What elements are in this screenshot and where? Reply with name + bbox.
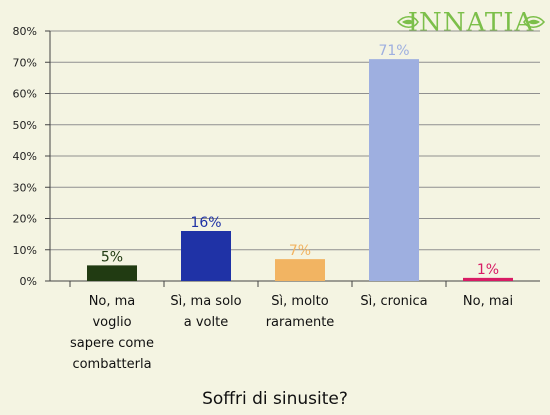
bar: [87, 265, 137, 281]
x-tick-label: No, ma voglio sapere come combatterla: [70, 294, 154, 372]
y-tick-label: 0%: [20, 275, 37, 288]
value-label: 7%: [289, 243, 311, 259]
value-label: 1%: [477, 262, 499, 278]
y-tick-label: 40%: [13, 150, 37, 163]
value-label: 71%: [378, 43, 409, 59]
innatia-logo: INNATIA: [396, 8, 546, 38]
x-tick-label: Sì, cronica: [360, 294, 427, 309]
x-tick-label: Sì, molto raramente: [266, 294, 335, 330]
y-tick-label: 80%: [13, 25, 37, 38]
logo-text: INNATIA: [408, 8, 535, 38]
y-tick-label: 60%: [13, 88, 37, 101]
bar: [463, 277, 513, 281]
y-axis-ticks: 0% 10% 20% 30% 40% 50% 60% 70% 80%: [13, 25, 50, 288]
bar: [275, 259, 325, 281]
x-tick-label: Sì, ma solo a volte: [170, 294, 241, 330]
leaf-icon: [396, 15, 419, 29]
bars: [87, 59, 513, 281]
value-label: 16%: [190, 215, 221, 231]
x-tick-label: No, mai: [463, 294, 513, 309]
x-axis-labels: No, ma voglio sapere come combatterla Sì, ma…: [70, 294, 513, 372]
y-tick-label: 70%: [13, 56, 37, 69]
y-tick-label: 20%: [13, 213, 37, 226]
chart-title: Soffri di sinusite?: [202, 389, 348, 409]
bar: [181, 231, 231, 281]
y-tick-label: 10%: [13, 244, 37, 257]
y-tick-label: 30%: [13, 181, 37, 194]
chart-grid: [50, 30, 540, 251]
leaf-icon: [523, 15, 546, 29]
value-label: 5%: [101, 249, 123, 265]
y-tick-label: 50%: [13, 119, 37, 132]
bar: [369, 59, 419, 281]
value-labels: 5% 16% 7% 71% 1%: [101, 43, 499, 278]
